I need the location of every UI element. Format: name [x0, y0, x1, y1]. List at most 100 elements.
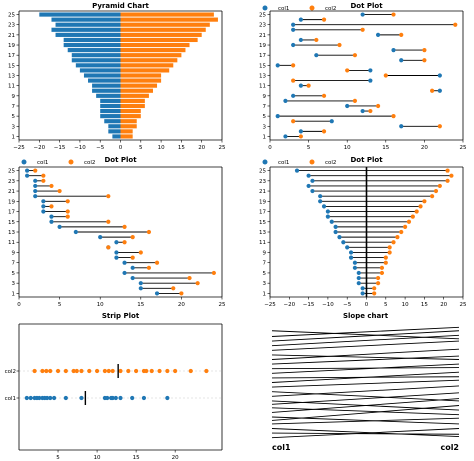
y-tick-label: 25	[8, 169, 15, 175]
strip-dot-col1	[37, 395, 42, 401]
y-tick-label: 5	[263, 271, 267, 277]
dot-col2	[122, 240, 127, 245]
pyramid-chart: −25 −20 −15 −10 −5 0 5 10 15 20 251357911131517192…	[8, 2, 226, 151]
dot-col2	[375, 275, 381, 281]
legend-marker-col1	[262, 159, 268, 165]
slope-line	[271, 367, 460, 370]
bar-col2	[120, 17, 218, 22]
strip-dot-col2	[134, 368, 139, 374]
dot-col1	[314, 53, 319, 58]
strip-dot-col2	[94, 368, 100, 374]
y-tick-label: 5	[263, 114, 267, 120]
x-tick-label: 5	[56, 455, 60, 461]
dot-col1	[275, 114, 280, 119]
bar-col2	[120, 88, 153, 93]
dot-col1	[122, 270, 127, 276]
dot-col2	[391, 114, 396, 119]
y-tick-label: col2	[5, 369, 16, 375]
dot-col2	[433, 188, 439, 194]
bar-col2	[120, 98, 145, 103]
bar-col2	[120, 12, 214, 17]
bar-col2	[120, 83, 158, 88]
y-tick-label: 5	[12, 114, 16, 120]
dot-col1	[368, 68, 373, 73]
strip-dot-col2	[63, 368, 68, 374]
bar-col2	[120, 48, 186, 53]
dot-col1	[275, 63, 280, 68]
dot-col2	[41, 173, 46, 178]
bar-col2	[120, 63, 174, 68]
y-tick-label: 17	[8, 53, 15, 59]
dot-col2	[430, 194, 435, 199]
dot-col2	[49, 204, 54, 209]
dot-col1	[356, 281, 361, 286]
dot-col2	[65, 209, 70, 214]
strip-dot-col2	[110, 368, 115, 374]
legend-marker-col1	[262, 5, 268, 11]
dot-col2	[403, 224, 408, 229]
dot-col2	[383, 255, 388, 260]
dot-col2	[146, 265, 152, 270]
dot-col1	[391, 48, 396, 53]
chart-title: Dot Plot	[104, 156, 137, 164]
x-tick-label: 25	[219, 302, 226, 308]
dot-col1	[329, 119, 334, 124]
y-tick-label: 17	[8, 210, 15, 216]
y-tick-label: 1	[12, 134, 16, 140]
bar-col1	[112, 134, 121, 139]
slope-line	[271, 391, 460, 402]
slope-line	[271, 326, 460, 337]
dot-col2	[372, 291, 377, 296]
y-tick-label: 25	[8, 13, 15, 19]
dot-col1	[437, 73, 442, 78]
x-tick-label: 0	[268, 145, 272, 151]
strip-dot-col2	[165, 368, 170, 374]
dot-col2	[360, 27, 365, 32]
y-tick-label: 19	[259, 199, 266, 205]
dot-col2	[138, 250, 143, 255]
x-tick-label: 20	[440, 302, 447, 308]
bar-col2	[120, 129, 133, 134]
bar-col1	[63, 37, 121, 43]
y-tick-label: 1	[263, 291, 267, 297]
strip-dot-col2	[102, 368, 107, 374]
y-tick-label: 13	[259, 230, 266, 236]
dot-col1	[345, 103, 350, 109]
bar-col1	[55, 32, 121, 37]
y-tick-label: 3	[12, 281, 16, 287]
dot-col1	[352, 260, 358, 265]
bar-col1	[51, 17, 121, 22]
y-tick-label: 7	[263, 104, 267, 110]
strip-dot-col2	[79, 368, 84, 374]
y-tick-label: 9	[263, 250, 267, 256]
dot-col1	[291, 93, 296, 98]
dot-col2	[291, 78, 296, 83]
dot-col2	[422, 58, 427, 63]
dot-col2	[391, 12, 396, 17]
y-tick-label: 9	[12, 250, 16, 256]
dot-col1	[356, 275, 361, 281]
dot-col1	[352, 265, 358, 270]
y-tick-label: 11	[259, 240, 266, 246]
strip-dot-col1	[105, 395, 110, 401]
dot-col1	[341, 240, 346, 245]
bar-col1	[79, 68, 121, 73]
dot-col1	[283, 134, 288, 139]
dot-col2	[306, 83, 311, 88]
bar-col1	[92, 83, 121, 88]
strip-dot-col2	[157, 368, 162, 374]
bar-col1	[71, 58, 121, 63]
dot-col2	[130, 235, 135, 240]
y-tick-label: 7	[263, 261, 267, 267]
dot-col1	[318, 194, 323, 199]
strip-dot-col2	[188, 368, 193, 374]
x-tick-label: 20	[421, 145, 428, 151]
slope-line	[271, 334, 460, 347]
bar-col1	[108, 124, 121, 129]
strip-dot-col2	[55, 368, 61, 374]
strip-dot-col1	[165, 395, 170, 401]
strip-dot-col2	[40, 368, 45, 374]
bar-col1	[88, 78, 121, 83]
